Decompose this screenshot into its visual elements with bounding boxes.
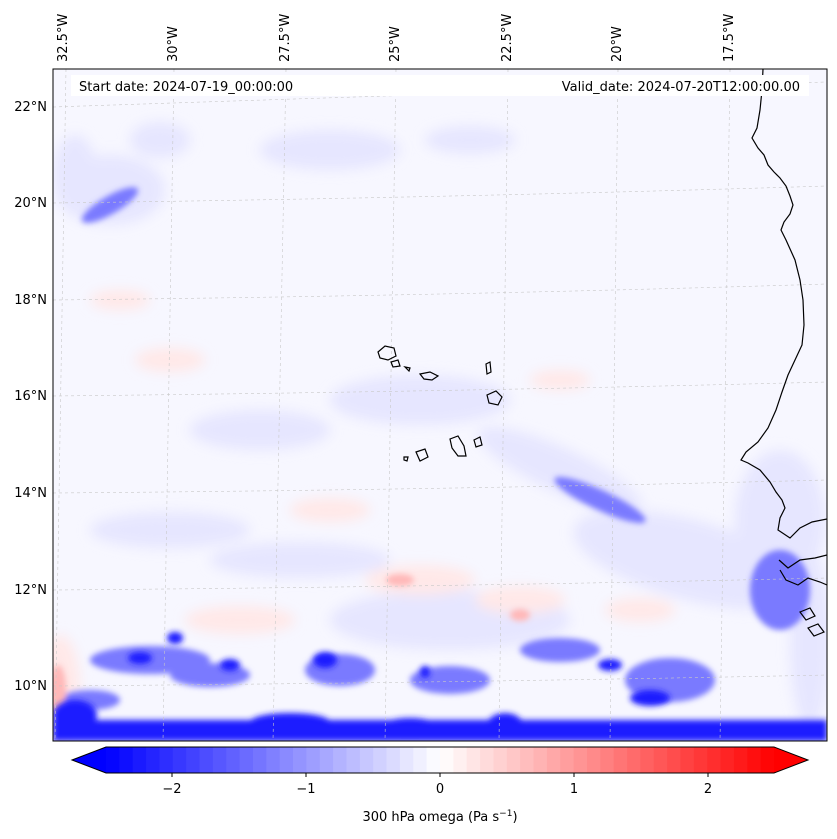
colorbar-cell [453,747,467,773]
colorbar-cell [520,747,534,773]
lat-tick-14n: 14°N [14,486,47,501]
colorbar-cell [226,747,240,773]
colorbar-cell [747,747,761,773]
colorbar-cell [734,747,748,773]
lat-tick-18n: 18°N [14,293,47,308]
colorbar-cell [547,747,561,773]
lon-tick-22-5w: 22.5°W [500,14,515,62]
lon-tick-17-5w: 17.5°W [722,14,737,62]
cb-tick-1: 1 [570,782,578,797]
lat-tick-10n: 10°N [14,679,47,694]
start-date-label: Start date: 2024-07-19_00:00:00 [79,80,293,95]
colorbar-cell [761,747,775,773]
colorbar-cell [400,747,414,773]
valid-date-label: Valid_date: 2024-07-20T12:00:00.00 [562,80,800,95]
lat-tick-12n: 12°N [14,583,47,598]
cb-tick-2: 2 [704,782,712,797]
colorbar-cell [266,747,280,773]
latitude-tick-labels: 22°N 20°N 18°N 16°N 14°N 12°N 10°N [14,100,47,694]
colorbar-cell [654,747,668,773]
colorbar-cell [667,747,681,773]
lon-tick-27-5w: 27.5°W [278,14,293,62]
colorbar-cell [240,747,254,773]
colorbar-cell [427,747,441,773]
cb-tick-0: 0 [436,782,444,797]
map-panel: Start date: 2024-07-19_00:00:00 Valid_da… [40,69,830,745]
lon-tick-30w: 30°W [166,26,181,62]
colorbar-cell [200,747,214,773]
colorbar-cell [373,747,387,773]
colorbar-cell [480,747,494,773]
colorbar-cell [213,747,227,773]
colorbar-cell [106,747,120,773]
colorbar-min-extend [72,747,106,773]
colorbar-cell [346,747,360,773]
colorbar-cell [253,747,267,773]
colorbar-cell [493,747,507,773]
colorbar-cell [387,747,401,773]
lon-tick-20w: 20°W [610,26,625,62]
lat-tick-20n: 20°N [14,196,47,211]
colorbar-cell [440,747,454,773]
colorbar-cell [614,747,628,773]
colorbar-cell [119,747,133,773]
colorbar-cell [600,747,614,773]
colorbar-cell [534,747,548,773]
map-figure: Start date: 2024-07-19_00:00:00 Valid_da… [0,0,837,839]
colorbar-cell [574,747,588,773]
cb-tick-neg1: −1 [296,782,315,797]
colorbar-cell [293,747,307,773]
colorbar-cell [587,747,601,773]
colorbar-cell [173,747,187,773]
cb-tick-neg2: −2 [162,782,181,797]
longitude-tick-labels: 32.5°W 30°W 27.5°W 25°W 22.5°W 20°W 17.5… [56,14,737,62]
colorbar-cell [467,747,481,773]
colorbar-cell [627,747,641,773]
lat-tick-16n: 16°N [14,389,47,404]
colorbar-cell [306,747,320,773]
colorbar-cell [159,747,173,773]
colorbar-cells [72,747,808,773]
colorbar-cell [333,747,347,773]
lon-tick-32-5w: 32.5°W [56,14,71,62]
colorbar-cell [186,747,200,773]
colorbar-cell [133,747,147,773]
colorbar-cell [707,747,721,773]
colorbar-cell [721,747,735,773]
colorbar-cell [680,747,694,773]
colorbar-cell [280,747,294,773]
lat-tick-22n: 22°N [14,100,47,115]
colorbar-cell [640,747,654,773]
colorbar-ticks [172,773,708,777]
colorbar-cell [360,747,374,773]
colorbar-cell [146,747,160,773]
colorbar-cell [413,747,427,773]
colorbar-max-extend [774,747,808,773]
colorbar-cell [694,747,708,773]
colorbar-cell [560,747,574,773]
colorbar-label: 300 hPa omega (Pa s−1) [362,809,517,825]
colorbar: −2 −1 0 1 2 300 hPa omega (Pa s−1) [72,747,808,825]
lon-tick-25w: 25°W [388,26,403,62]
colorbar-cell [320,747,334,773]
colorbar-cell [507,747,521,773]
